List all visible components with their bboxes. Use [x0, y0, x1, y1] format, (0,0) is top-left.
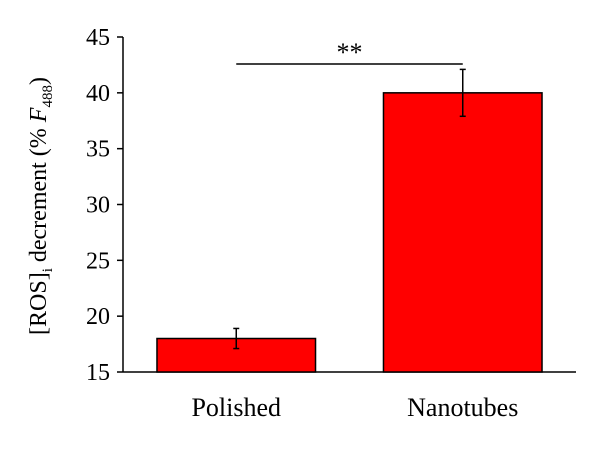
bar	[382, 92, 543, 373]
x-tick-label: Polished	[191, 393, 281, 422]
significance-stars: **	[337, 38, 363, 67]
y-tick-label: 40	[86, 81, 110, 107]
x-tick-label: Nanotubes	[407, 393, 518, 422]
error-bars	[233, 68, 466, 350]
y-tick-label: 45	[86, 25, 110, 51]
y-tick-labels: 15 20 25 30 35 40 45	[86, 25, 110, 386]
y-label-prefix: [ROS]	[26, 272, 52, 335]
y-tick-label: 25	[86, 248, 110, 274]
y-tick-label: 15	[86, 360, 110, 386]
significance-annotation: **	[236, 38, 463, 67]
y-label-var-sub: 488	[40, 85, 56, 108]
y-axis-label: [ROS]i decrement (% F488)	[26, 77, 56, 335]
x-tick-labels: Polished Nanotubes	[191, 393, 518, 422]
bars	[156, 92, 543, 373]
y-label-prefix-sub: i	[40, 268, 56, 272]
y-tick-label: 35	[86, 137, 110, 163]
y-label-middle: decrement (%	[26, 122, 52, 268]
y-tick-label: 20	[86, 304, 110, 330]
y-label-suffix: )	[26, 77, 52, 85]
y-label-var: F	[26, 107, 52, 123]
y-tick-label: 30	[86, 193, 110, 219]
